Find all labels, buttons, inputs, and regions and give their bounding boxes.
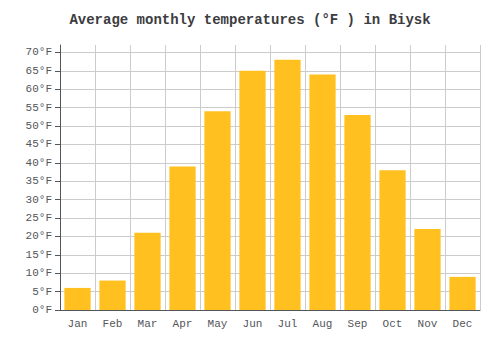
- svg-text:Mar: Mar: [138, 318, 158, 330]
- svg-text:55°F: 55°F: [26, 102, 52, 114]
- svg-text:20°F: 20°F: [26, 230, 52, 242]
- svg-text:May: May: [208, 318, 228, 330]
- svg-text:25°F: 25°F: [26, 212, 52, 224]
- svg-text:70°F: 70°F: [26, 46, 52, 58]
- svg-text:45°F: 45°F: [26, 138, 52, 150]
- svg-text:35°F: 35°F: [26, 175, 52, 187]
- svg-text:Jul: Jul: [278, 318, 298, 330]
- svg-text:65°F: 65°F: [26, 65, 52, 77]
- svg-text:Average monthly temperatures (: Average monthly temperatures (°F ) in Bi…: [69, 12, 430, 28]
- svg-text:10°F: 10°F: [26, 267, 52, 279]
- svg-text:Aug: Aug: [313, 318, 333, 330]
- svg-text:30°F: 30°F: [26, 194, 52, 206]
- svg-text:40°F: 40°F: [26, 157, 52, 169]
- svg-text:Jun: Jun: [243, 318, 263, 330]
- svg-text:5°F: 5°F: [32, 286, 52, 298]
- svg-text:Jan: Jan: [68, 318, 88, 330]
- svg-text:50°F: 50°F: [26, 120, 52, 132]
- svg-text:Oct: Oct: [383, 318, 403, 330]
- svg-text:Nov: Nov: [418, 318, 438, 330]
- svg-text:Sep: Sep: [348, 318, 368, 330]
- svg-text:Dec: Dec: [453, 318, 473, 330]
- svg-text:Apr: Apr: [173, 318, 193, 330]
- svg-text:60°F: 60°F: [26, 83, 52, 95]
- svg-text:Feb: Feb: [103, 318, 123, 330]
- svg-text:15°F: 15°F: [26, 249, 52, 261]
- svg-text:0°F: 0°F: [32, 304, 52, 316]
